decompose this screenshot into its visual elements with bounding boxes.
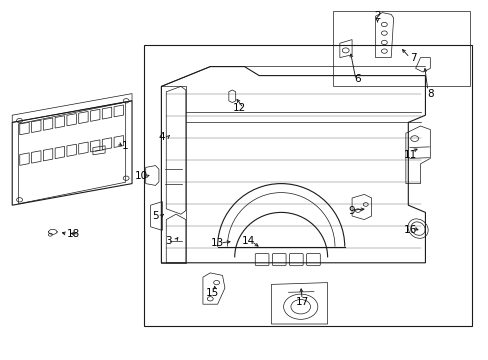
Text: 16: 16 xyxy=(403,225,417,235)
Text: 10: 10 xyxy=(135,171,148,181)
Text: 1: 1 xyxy=(121,141,128,151)
Text: 5: 5 xyxy=(152,211,159,221)
Text: 11: 11 xyxy=(403,150,417,160)
Text: 18: 18 xyxy=(66,229,80,239)
Text: 8: 8 xyxy=(426,89,433,99)
Text: 6: 6 xyxy=(354,74,361,84)
Text: 2: 2 xyxy=(373,11,380,21)
Text: 3: 3 xyxy=(165,236,172,246)
Text: 4: 4 xyxy=(158,132,164,142)
Text: 7: 7 xyxy=(409,53,416,63)
Text: 17: 17 xyxy=(295,297,308,307)
Text: 15: 15 xyxy=(205,288,219,298)
Text: 14: 14 xyxy=(241,236,255,246)
Text: 9: 9 xyxy=(348,206,355,216)
Text: 12: 12 xyxy=(232,103,246,113)
Text: 13: 13 xyxy=(210,238,224,248)
